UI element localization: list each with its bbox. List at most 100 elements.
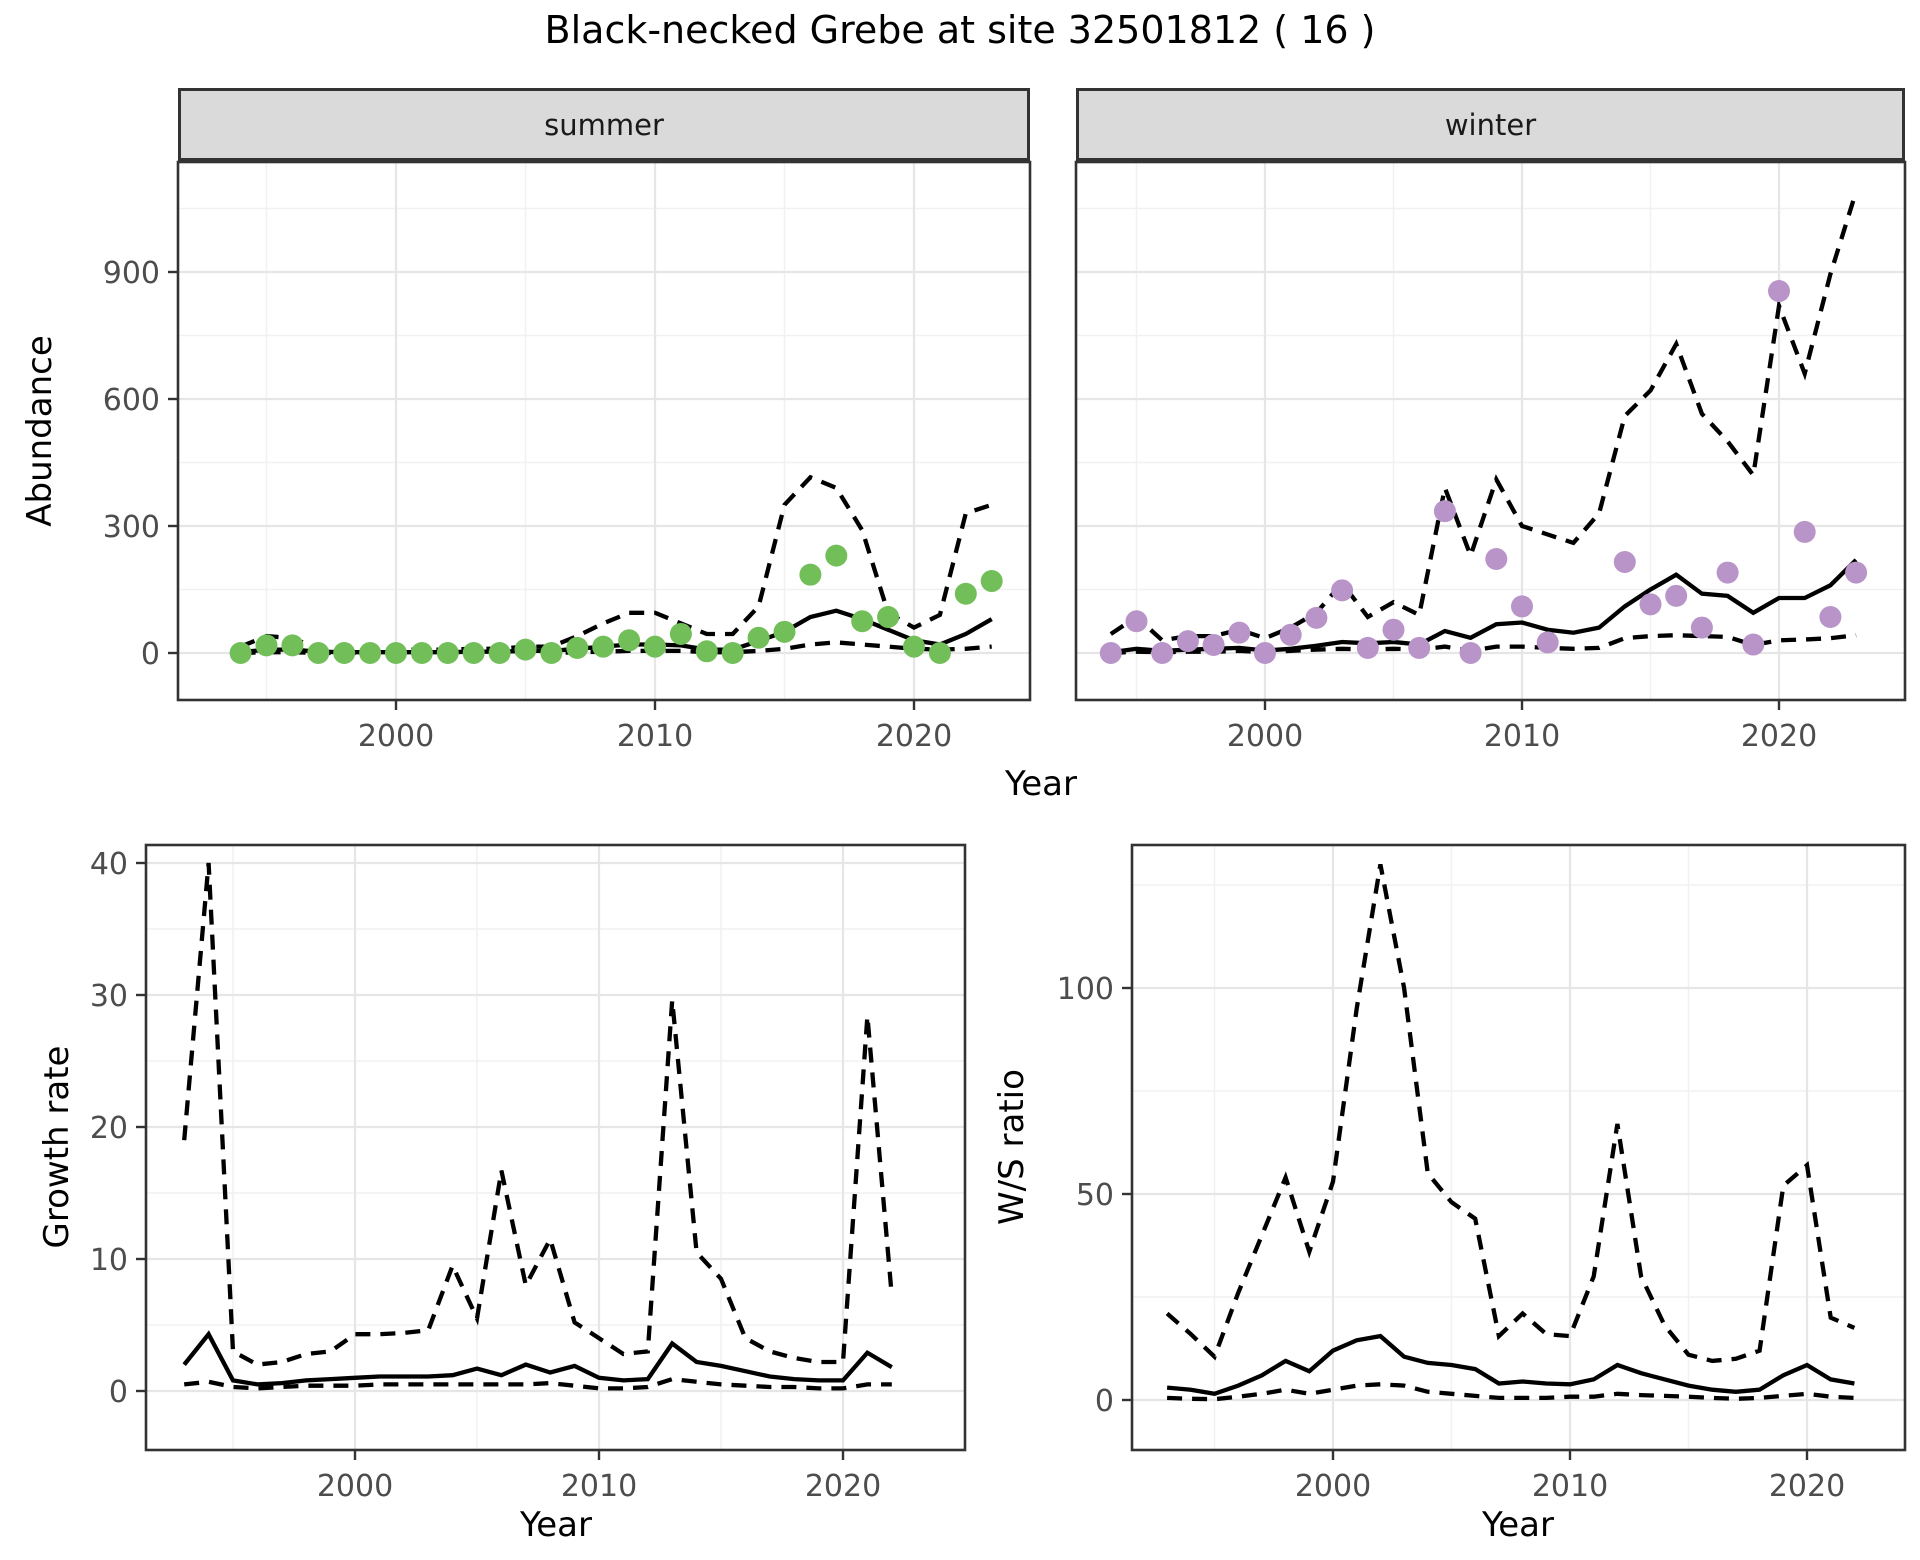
y-tick-label: 600 bbox=[103, 383, 160, 418]
growth_rate-lower_95ci-line bbox=[183, 1376, 892, 1391]
summer-observed-point bbox=[385, 642, 407, 664]
panel-border bbox=[1074, 160, 1907, 702]
winter-observed-point bbox=[1768, 280, 1790, 303]
y-tick-label: 0 bbox=[109, 1375, 128, 1410]
winter-observed-point bbox=[1382, 618, 1405, 641]
ws_ratio-upper_95ci-line bbox=[1165, 863, 1856, 1364]
winter-observed-point bbox=[1639, 593, 1662, 616]
summer-observed-point bbox=[229, 642, 252, 664]
y-tick-label: 100 bbox=[1057, 972, 1114, 1007]
y-tick-label: 900 bbox=[103, 256, 160, 291]
x-tick-label: 2000 bbox=[358, 719, 434, 754]
winter-observed-point bbox=[1845, 561, 1868, 584]
summer-observed-point bbox=[954, 582, 977, 605]
ws_ratio-mean-line bbox=[1166, 1333, 1855, 1397]
growth_rate-mean-line bbox=[182, 1330, 893, 1387]
summer-observed-point bbox=[488, 642, 511, 664]
y-tick-label: 20 bbox=[90, 1111, 128, 1146]
summer-observed-point bbox=[514, 638, 537, 661]
x-tick-label: 2020 bbox=[876, 719, 952, 754]
plot-title: Black-necked Grebe at site 32501812 ( 16… bbox=[544, 8, 1376, 52]
summer-observed-point bbox=[540, 642, 563, 664]
summer-observed-point bbox=[877, 606, 900, 629]
winter-observed-point bbox=[1613, 550, 1636, 573]
y-tick-label: 300 bbox=[103, 510, 160, 545]
ws_ratio-panel: 2000 2010 2020 0 50 100 bbox=[1057, 843, 1907, 1504]
abundance_summer-observed-points bbox=[229, 544, 1003, 664]
abundance_winter-mean-line bbox=[1110, 558, 1858, 655]
x-tick-label: 2000 bbox=[1295, 1469, 1371, 1504]
summer-observed-point bbox=[436, 642, 459, 664]
abundance_winter-upper_95ci-line bbox=[1109, 190, 1859, 643]
winter-observed-point bbox=[1125, 610, 1148, 633]
panel-border bbox=[1130, 843, 1907, 1452]
summer-observed-point bbox=[695, 640, 718, 663]
x-tick-label: 2010 bbox=[561, 1469, 637, 1504]
y-tick-label: 30 bbox=[90, 979, 128, 1014]
y-axis-title-growth-rate: Growth rate bbox=[37, 1045, 77, 1249]
summer-observed-point bbox=[410, 642, 433, 664]
x-tick-label: 2000 bbox=[1227, 719, 1303, 754]
x-tick-label: 2010 bbox=[1484, 719, 1560, 754]
summer-observed-point bbox=[851, 610, 874, 633]
winter-observed-point bbox=[1356, 636, 1379, 659]
abundance_winter-observed-points bbox=[1099, 280, 1868, 664]
summer-observed-point bbox=[592, 635, 615, 658]
y-axis-title-ws-ratio: W/S ratio bbox=[992, 1069, 1032, 1225]
facet-strip-summer: summer bbox=[178, 88, 1030, 161]
winter-observed-point bbox=[1690, 616, 1713, 639]
x-axis-title-year-top: Year bbox=[1005, 764, 1077, 804]
winter-observed-point bbox=[1408, 636, 1431, 659]
winter-observed-point bbox=[1279, 623, 1302, 646]
y-tick-label: 10 bbox=[90, 1243, 128, 1278]
winter-observed-point bbox=[1716, 561, 1739, 584]
winter-observed-point bbox=[1742, 633, 1765, 656]
winter-observed-point bbox=[1485, 548, 1508, 571]
winter-observed-point bbox=[1228, 621, 1251, 644]
winter-observed-point bbox=[1819, 606, 1842, 629]
y-tick-label: 0 bbox=[141, 637, 160, 672]
ws_ratio-lower_95ci-line bbox=[1167, 1382, 1855, 1402]
summer-observed-point bbox=[773, 620, 796, 643]
x-tick-label: 2010 bbox=[1532, 1469, 1608, 1504]
winter-observed-point bbox=[1305, 606, 1328, 629]
winter-observed-point bbox=[1665, 584, 1688, 607]
abundance_winter-panel: 2000 2010 2020 bbox=[1074, 160, 1907, 754]
summer-observed-point bbox=[825, 544, 848, 567]
winter-observed-point bbox=[1793, 520, 1816, 543]
winter-observed-point bbox=[1202, 633, 1225, 656]
y-tick-label: 40 bbox=[90, 847, 128, 882]
winter-observed-point bbox=[1331, 579, 1354, 602]
summer-observed-point bbox=[928, 642, 951, 664]
summer-observed-point bbox=[903, 635, 925, 658]
x-tick-label: 2010 bbox=[617, 719, 693, 754]
summer-observed-point bbox=[799, 563, 822, 586]
winter-observed-point bbox=[1254, 642, 1276, 664]
growth_rate-panel: 2000 2010 2020 0 10 20 30 40 bbox=[90, 843, 967, 1504]
summer-observed-point bbox=[669, 622, 692, 645]
winter-observed-point bbox=[1536, 631, 1559, 654]
summer-observed-point bbox=[721, 642, 744, 664]
summer-observed-point bbox=[255, 634, 278, 657]
x-tick-label: 2020 bbox=[1769, 1469, 1845, 1504]
x-axis-title-year-ws: Year bbox=[1482, 1505, 1554, 1545]
summer-observed-point bbox=[359, 642, 382, 664]
summer-observed-point bbox=[333, 642, 356, 664]
summer-observed-point bbox=[307, 642, 330, 664]
panel-border bbox=[176, 160, 1032, 702]
winter-observed-point bbox=[1511, 595, 1533, 618]
facet-strip-winter-label: winter bbox=[1444, 107, 1537, 142]
winter-observed-point bbox=[1151, 642, 1174, 664]
summer-observed-point bbox=[566, 636, 589, 659]
y-tick-label: 0 bbox=[1095, 1384, 1114, 1419]
growth_rate-upper_95ci-line bbox=[182, 862, 894, 1367]
summer-observed-point bbox=[644, 635, 666, 658]
y-axis-title-abundance: Abundance bbox=[20, 335, 60, 527]
x-tick-label: 2020 bbox=[805, 1469, 881, 1504]
summer-observed-point bbox=[980, 570, 1003, 593]
summer-observed-point bbox=[618, 629, 641, 652]
facet-strip-winter: winter bbox=[1076, 88, 1905, 161]
x-axis-title-year-growth: Year bbox=[520, 1505, 592, 1545]
summer-observed-point bbox=[281, 634, 304, 657]
